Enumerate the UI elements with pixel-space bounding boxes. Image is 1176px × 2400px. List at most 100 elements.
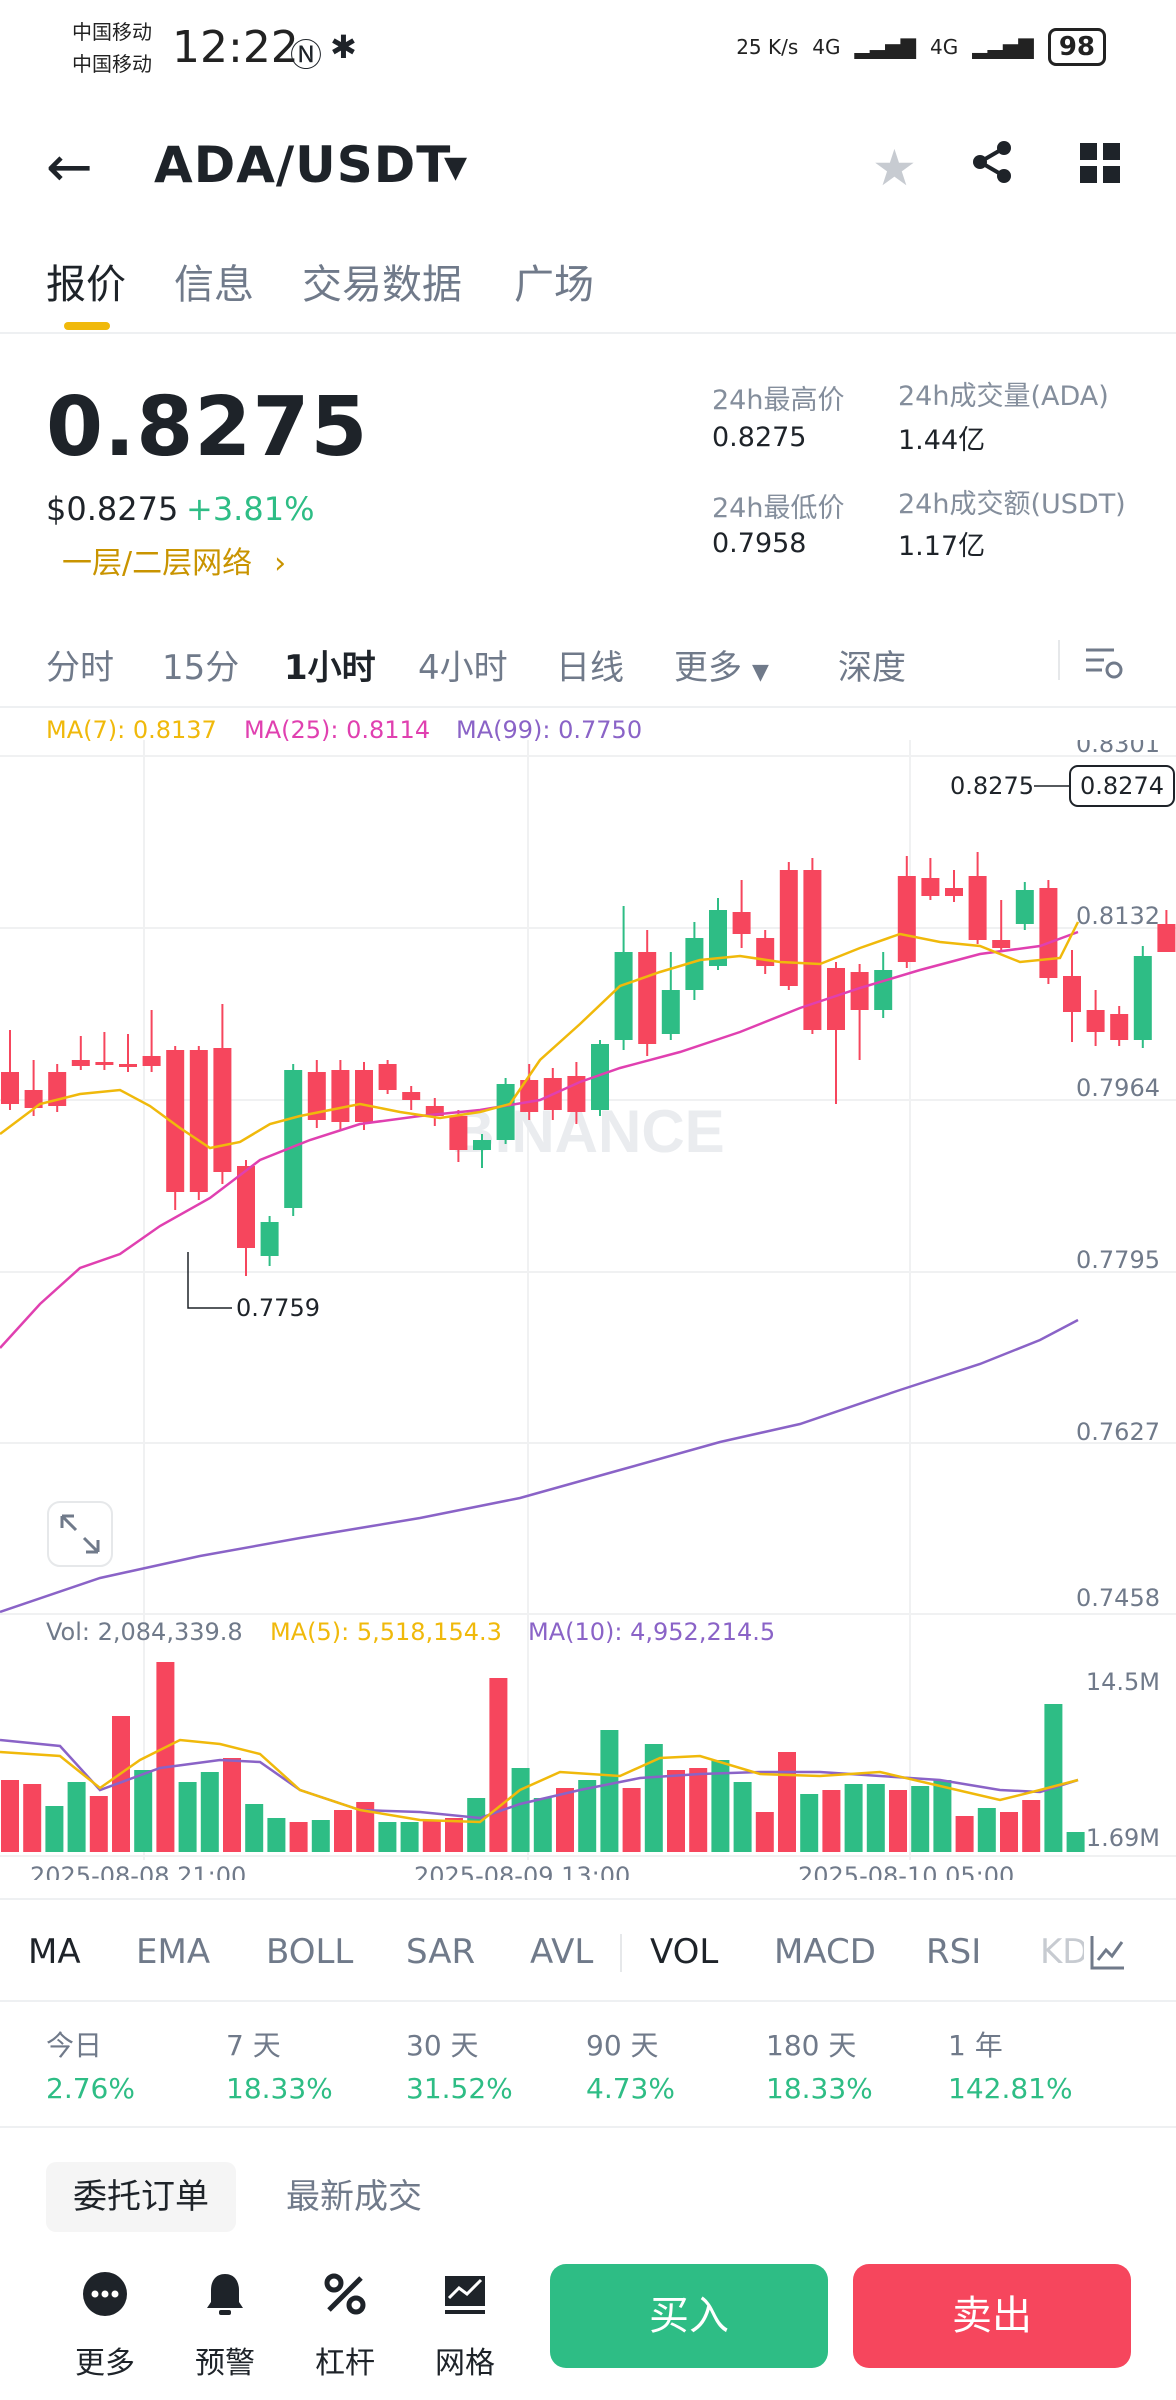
divider [0,332,1176,334]
pair-title[interactable]: ADA/USDT [154,136,452,194]
indicator-macd[interactable]: MACD [774,1932,876,1972]
volume-bar [467,1798,486,1852]
indicator-avl[interactable]: AVL [530,1932,594,1972]
last-price: 0.8275 [46,380,369,475]
interval-more[interactable]: 更多 ▼ [674,640,769,689]
candle-body [1086,1010,1105,1032]
volume-bar [800,1794,819,1852]
grid-button[interactable]: 网格 [420,2270,510,2382]
buy-button[interactable]: 买入 [550,2264,828,2368]
indicator-settings[interactable] [1084,1928,1176,1978]
grid-menu-icon[interactable] [1078,138,1122,198]
candle-body [284,1070,303,1208]
amt-value: 1.17亿 [898,531,986,562]
high-value: 0.8275 [712,422,807,453]
candle-body [95,1062,114,1065]
candle-body [1015,890,1034,924]
share-icon[interactable] [968,138,1016,199]
volume-bar [334,1810,352,1852]
vol-ma10-line [0,1738,1079,1820]
volume-bar [311,1820,330,1852]
tab-info[interactable]: 信息 [174,262,254,308]
leverage-button[interactable]: 杠杆 [300,2270,390,2382]
indicator-ema[interactable]: EMA [136,1932,211,1972]
alert-button[interactable]: 预警 [180,2270,270,2382]
volume-bars [1,1662,1085,1852]
tab-open-orders[interactable]: 委托订单 [46,2162,236,2232]
candle-body [1,1072,19,1104]
interval-timeline[interactable]: 分时 [46,648,114,688]
vol-legend: Vol: 2,084,339.8 [46,1618,243,1646]
x-tick: 2025-08-08 21:00 [30,1862,246,1880]
tab-indicator [64,322,110,330]
interval-15m[interactable]: 15分 [162,648,240,688]
interval-1h[interactable]: 1小时 [284,648,376,688]
candle-body [378,1064,397,1090]
volume-bar [866,1784,885,1852]
candle-body [119,1064,137,1067]
ma25-legend: MA(25): 0.8114 [244,716,431,744]
caret-down-icon: ▼ [752,660,769,685]
indicator-vol[interactable]: VOL [650,1932,719,1972]
nfc-icon: Ⓝ [290,36,323,74]
candle-body [874,970,893,1010]
ma99-line [0,1318,1079,1614]
volume-bar [711,1760,730,1852]
back-arrow-icon[interactable]: ← [46,135,93,200]
header: ← ADA/USDT ▼ ★ [0,120,1176,220]
candle-body [260,1222,279,1256]
volume-bar [23,1784,42,1852]
volume-bar [400,1822,419,1852]
indicator-rsi[interactable]: RSI [926,1932,982,1972]
leverage-label: 杠杆 [315,2346,375,2381]
carrier-1: 中国移动 [72,20,152,44]
candle-body [449,1116,468,1150]
volume-bar [1066,1832,1085,1852]
sell-button[interactable]: 卖出 [853,2264,1131,2368]
volume-bar [378,1822,397,1852]
interval-more-label: 更多 [674,648,742,688]
volume-bar [422,1820,441,1852]
candlestick-chart[interactable]: BINANCE 0.7759 0.8275 0.8274 0.8301 0.81… [0,740,1176,1880]
more-button[interactable]: 更多 [60,2270,150,2382]
tab-square[interactable]: 广场 [514,262,594,308]
signal-2: 4G [930,35,959,59]
network-tag[interactable]: 一层/二层网络 › [62,538,286,582]
chart-settings-icon[interactable] [1084,642,1124,686]
indicator-boll[interactable]: BOLL [266,1932,354,1972]
indicator-ma[interactable]: MA [28,1932,81,1972]
volume-bar [556,1788,574,1852]
interval-1d[interactable]: 日线 [556,648,624,688]
volume-bar [667,1770,685,1852]
caret-down-icon[interactable]: ▼ [444,150,468,185]
y-tick: 0.7627 [1076,1418,1160,1446]
candle-body [945,888,963,896]
indicator-sar[interactable]: SAR [406,1932,476,1972]
volume-bar [822,1790,841,1852]
depth-tab[interactable]: 深度 [838,648,906,688]
star-icon[interactable]: ★ [872,139,917,197]
low-label: 24h最低价 [712,493,845,524]
expand-button[interactable] [47,1501,113,1567]
candle-body [425,1106,444,1116]
tab-trading-data[interactable]: 交易数据 [302,262,462,308]
chevron-right-icon: › [274,546,287,581]
candle-body [827,968,845,1030]
volume-bar [356,1802,375,1852]
volume-bar [578,1780,597,1852]
interval-4h[interactable]: 4小时 [418,648,508,688]
candle-body [1133,956,1152,1040]
volume-bar [600,1730,619,1852]
low-marker: 0.7759 [236,1294,320,1322]
tab-quote[interactable]: 报价 [46,262,126,308]
perf-label: 180 天 [766,2029,857,2062]
clock: 12:22 [172,22,299,73]
candle-body [897,876,916,962]
divider [0,2000,1176,2002]
price-change: +3.81% [186,490,315,528]
last-price-tag-text: 0.8274 [1080,772,1164,800]
y-tick: 0.8132 [1076,902,1160,930]
indicator-kd[interactable]: KD [1040,1932,1089,1972]
candle-body [968,876,987,940]
tab-latest-trades[interactable]: 最新成交 [286,2177,422,2217]
